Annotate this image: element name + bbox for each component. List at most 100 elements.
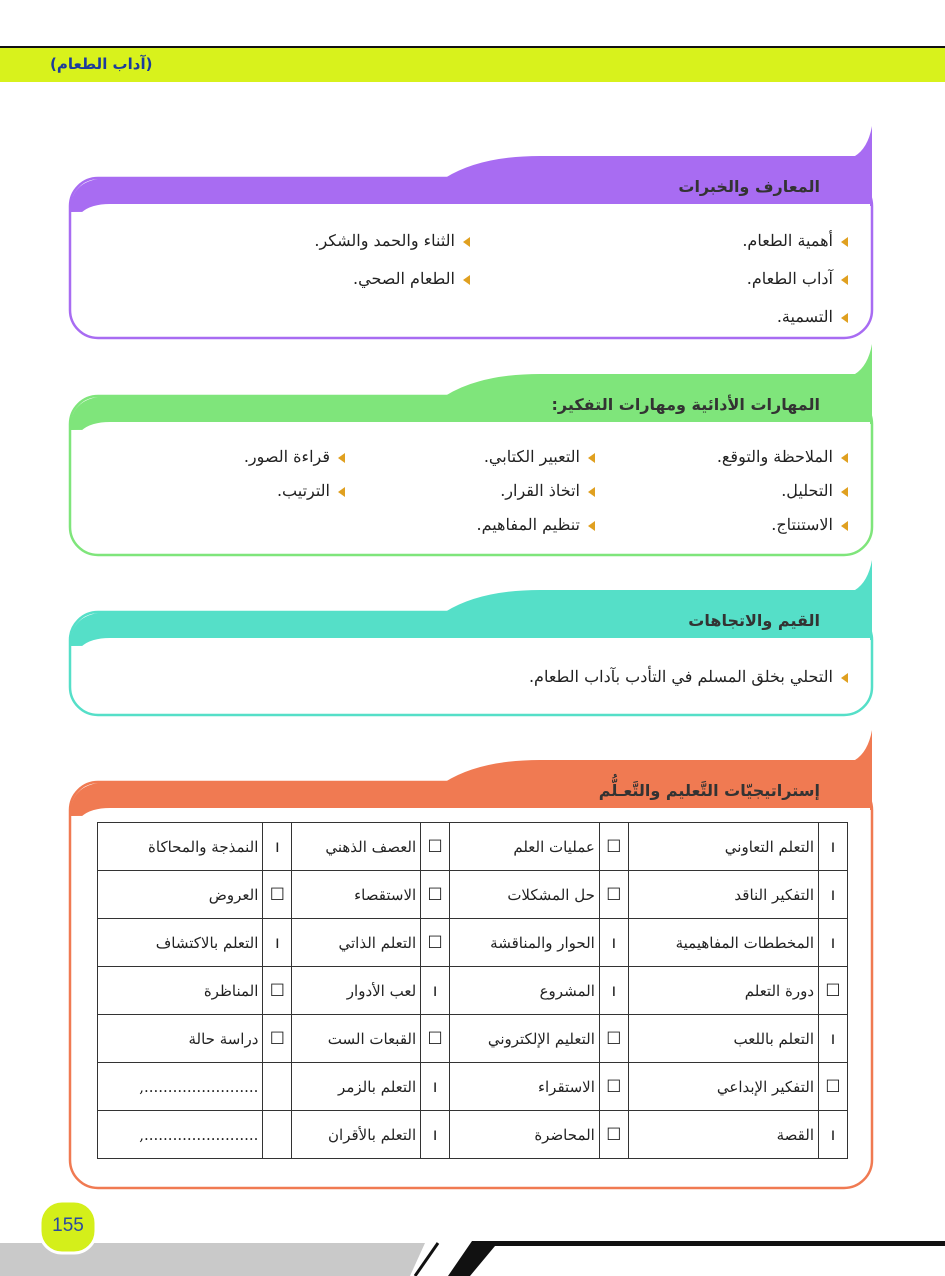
- section-item: التسمية.: [777, 305, 848, 329]
- strategy-cell: المناظرة: [96, 966, 264, 1015]
- mark-cell: ☐: [818, 1062, 848, 1111]
- check-mark: ı: [830, 1124, 836, 1145]
- section-inner: [72, 422, 870, 456]
- mark-cell: ı: [262, 918, 293, 967]
- check-mark: ☐: [825, 980, 841, 1001]
- check-mark: ı: [830, 836, 836, 857]
- strategy-cell: ........................,: [96, 1062, 264, 1111]
- strategy-cell: دورة التعلم: [627, 966, 820, 1015]
- section-item: التحليل.: [781, 479, 848, 503]
- check-mark: ı: [830, 932, 836, 953]
- strategy-cell: النمذجة والمحاكاة: [96, 822, 264, 871]
- footer-stroke: [413, 1242, 440, 1276]
- mark-cell: ☐: [420, 822, 451, 871]
- mark-cell: ı: [818, 870, 848, 919]
- check-mark: ı: [275, 932, 280, 953]
- table-row: ı التعلم التعاوني ☐ عمليات العلم ☐ العصف الذه…: [96, 822, 848, 871]
- mark-cell: ☐: [598, 1014, 629, 1063]
- section-item: اتخاذ القرار.: [500, 479, 595, 503]
- section-inner: [72, 204, 870, 238]
- strategy-cell: التعليم الإلكتروني: [449, 1014, 600, 1063]
- section-item: الطعام الصحي.: [353, 267, 470, 291]
- table-row: ı المخططات المفاهيمية ı الحوار والمناقشة ☐ ال…: [96, 918, 848, 967]
- check-mark: ☐: [427, 1028, 443, 1049]
- header-line: [0, 46, 945, 48]
- mark-cell: ☐: [598, 1110, 629, 1159]
- strategy-cell: التعلم بالزمر: [291, 1062, 422, 1111]
- check-mark: ☐: [269, 980, 286, 1001]
- mark-cell: ☐: [598, 822, 629, 871]
- strategy-cell: التعلم باللعب: [627, 1014, 820, 1063]
- mark-cell: ı: [818, 1110, 848, 1159]
- section-title: إستراتيجيّات التَّعليم والتَّعـلُّم: [598, 781, 820, 800]
- mark-cell: ☐: [420, 1014, 451, 1063]
- mark-cell: ı: [262, 822, 293, 871]
- mark-cell: ☐: [818, 966, 848, 1015]
- check-mark: ı: [830, 884, 836, 905]
- table-row: ı التعلم باللعب ☐ التعليم الإلكتروني ☐ القبعا…: [96, 1014, 848, 1063]
- check-mark: ☐: [606, 884, 622, 905]
- table-row: ☐ التفكير الإبداعي ☐ الاستقراء ı التعلم بالزم…: [96, 1062, 848, 1111]
- check-mark: ☐: [606, 1124, 622, 1145]
- mark-cell: [262, 1062, 293, 1111]
- page-number-badge: [38, 1199, 98, 1255]
- check-mark: ☐: [825, 1076, 841, 1097]
- check-mark: ☐: [269, 1028, 286, 1049]
- strategy-cell: ........................,: [96, 1110, 264, 1159]
- table-row: ı القصة ☐ المحاضرة ı التعلم بالأقران.........…: [96, 1110, 848, 1159]
- section-ribbon: [70, 560, 872, 646]
- section-title: المهارات الأدائية ومهارات التفكير:: [551, 395, 820, 414]
- section-title: المعارف والخبرات: [678, 177, 820, 196]
- strategy-cell: التفكير الإبداعي: [627, 1062, 820, 1111]
- section-item: الترتيب.: [277, 479, 345, 503]
- mark-cell: ı: [598, 918, 629, 967]
- section-item: قراءة الصور.: [244, 445, 345, 469]
- check-mark: ı: [432, 1124, 438, 1145]
- strategy-cell: القبعات الست: [291, 1014, 422, 1063]
- section-item: الاستنتاج.: [771, 513, 848, 537]
- mark-cell: ı: [420, 966, 451, 1015]
- strategy-cell: لعب الأدوار: [291, 966, 422, 1015]
- strategy-cell: التعلم التعاوني: [627, 822, 820, 871]
- mark-cell: ☐: [262, 870, 293, 919]
- strategy-cell: العروض: [96, 870, 264, 919]
- section-inner: [72, 808, 870, 842]
- check-mark: ☐: [427, 836, 443, 857]
- section-item: أهمية الطعام.: [742, 229, 848, 253]
- strategy-cell: العصف الذهني: [291, 822, 422, 871]
- mark-cell: ☐: [420, 918, 451, 967]
- table-row: ı التفكير الناقد ☐ حل المشكلات ☐ الاستقصاء ☐ ال…: [96, 870, 848, 919]
- mark-cell: ☐: [262, 966, 293, 1015]
- check-mark: ı: [432, 980, 438, 1001]
- strategy-cell: المخططات المفاهيمية: [627, 918, 820, 967]
- strategy-cell: حل المشكلات: [449, 870, 600, 919]
- check-mark: ı: [275, 836, 280, 857]
- mark-cell: [262, 1110, 293, 1159]
- check-mark: ☐: [606, 1076, 622, 1097]
- check-mark: ☐: [269, 884, 286, 905]
- section-item: التعبير الكتابي.: [484, 445, 595, 469]
- strategy-cell: القصة: [627, 1110, 820, 1159]
- check-mark: ı: [611, 980, 617, 1001]
- section-title: القيم والاتجاهات: [688, 611, 820, 630]
- strategy-cell: عمليات العلم: [449, 822, 600, 871]
- check-mark: ı: [830, 1028, 836, 1049]
- check-mark: ı: [432, 1076, 438, 1097]
- strategy-cell: المشروع: [449, 966, 600, 1015]
- strategy-cell: المحاضرة: [449, 1110, 600, 1159]
- strategy-cell: التفكير الناقد: [627, 870, 820, 919]
- mark-cell: ı: [598, 966, 629, 1015]
- section-ribbon: [70, 344, 872, 430]
- section-item: التحلي بخلق المسلم في التأدب بآداب الطعا…: [529, 665, 848, 689]
- page-number: 155: [52, 1215, 84, 1236]
- strategy-cell: الحوار والمناقشة: [449, 918, 600, 967]
- section-ribbon: [70, 730, 872, 816]
- mark-cell: ı: [818, 822, 848, 871]
- mark-cell: ☐: [262, 1014, 293, 1063]
- footer-band: [0, 1243, 425, 1276]
- mark-cell: ☐: [420, 870, 451, 919]
- section-inner: [72, 638, 870, 672]
- check-mark: ☐: [606, 1028, 622, 1049]
- mark-cell: ı: [818, 1014, 848, 1063]
